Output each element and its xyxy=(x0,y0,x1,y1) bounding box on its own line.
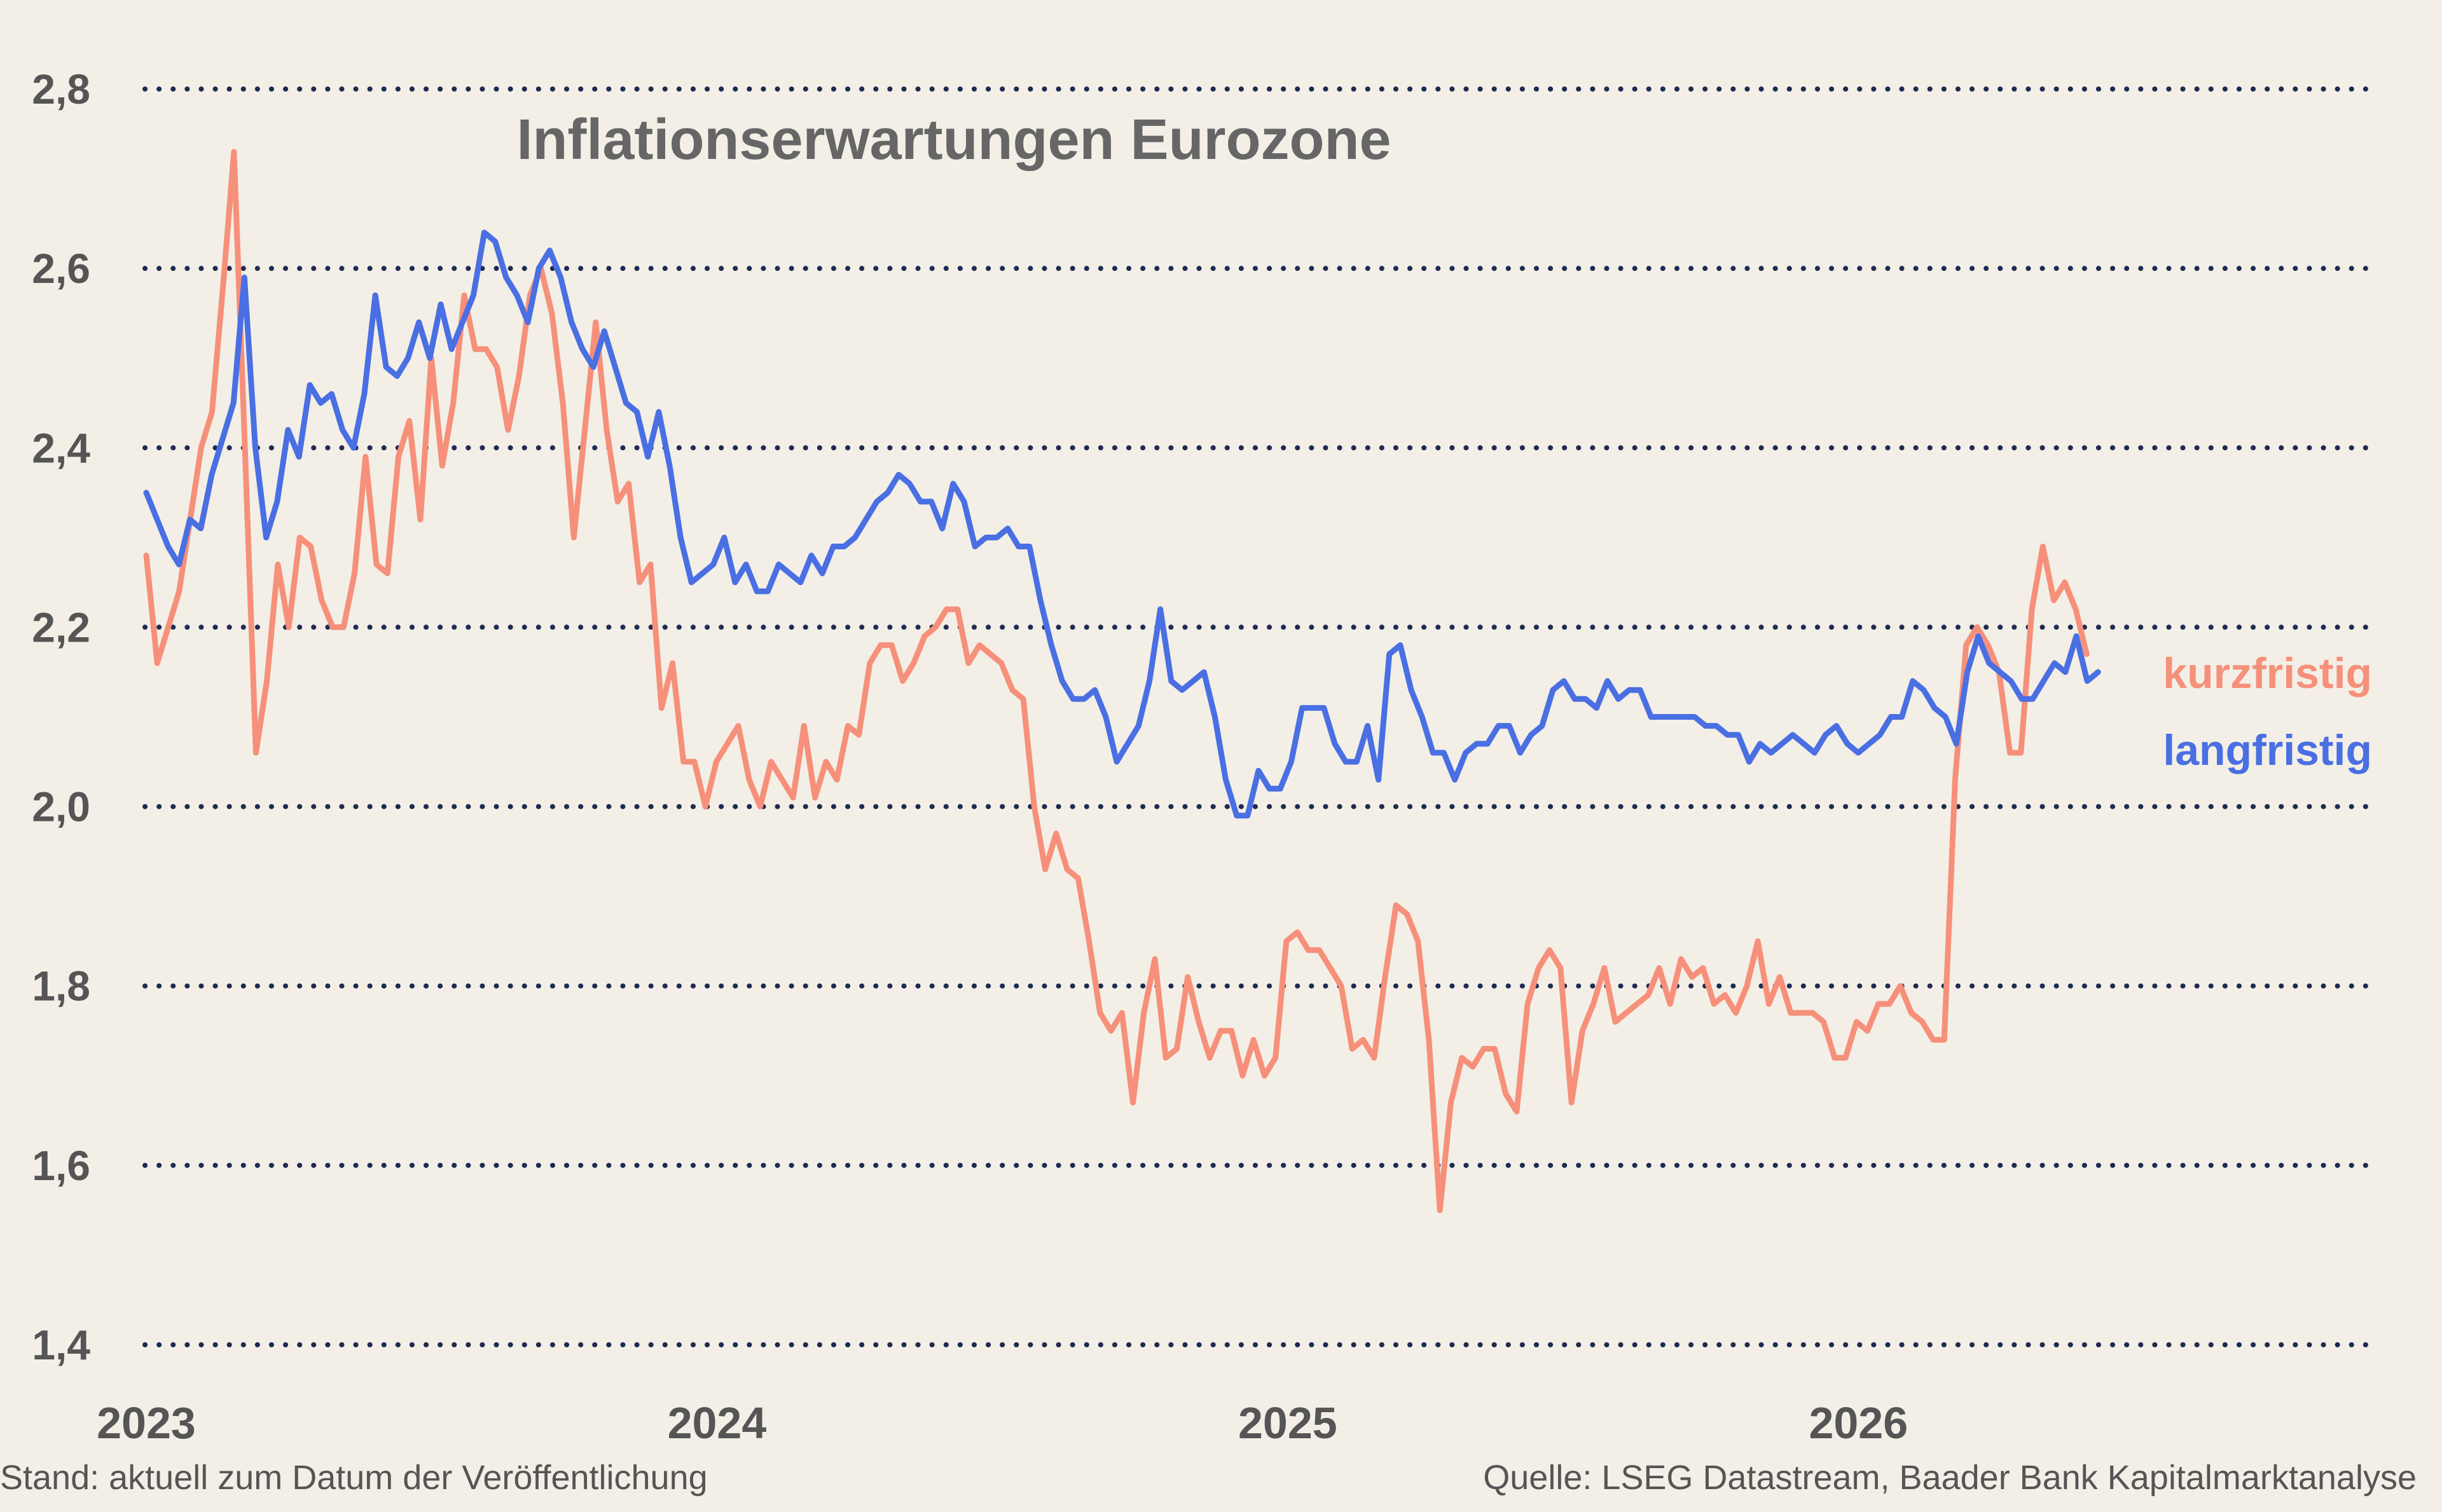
chart-title: Inflationserwartungen Eurozone xyxy=(516,108,1391,172)
series-line-langfristig xyxy=(143,230,2101,819)
x-tick-label: 2023 xyxy=(97,1398,196,1448)
series-lines xyxy=(143,149,2101,1213)
legend-langfristig: langfristig xyxy=(2163,726,2372,774)
y-tick-label: 2,2 xyxy=(32,603,90,650)
y-tick-label: 2,8 xyxy=(32,65,90,113)
gridlines xyxy=(142,86,2373,1347)
y-tick-label: 1,6 xyxy=(32,1142,90,1189)
y-tick-label: 2,4 xyxy=(32,424,90,471)
series-line-kurzfristig xyxy=(143,149,2090,1213)
y-tick-label: 2,0 xyxy=(32,783,90,830)
x-axis-ticks: 2023 2024 2025 2026 xyxy=(97,1398,1908,1448)
x-tick-label: 2025 xyxy=(1238,1398,1337,1448)
x-tick-label: 2026 xyxy=(1809,1398,1908,1448)
y-axis-ticks: 1,4 1,6 1,8 2,0 2,2 2,4 2,6 2,8 xyxy=(32,65,90,1368)
y-tick-label: 2,6 xyxy=(32,245,90,292)
y-tick-label: 1,8 xyxy=(32,963,90,1010)
y-tick-label: 1,4 xyxy=(32,1321,90,1368)
legend-kurzfristig: kurzfristig xyxy=(2163,649,2372,698)
x-tick-label: 2024 xyxy=(668,1398,767,1448)
footer-right: Quelle: LSEG Datastream, Baader Bank Kap… xyxy=(1483,1459,2417,1497)
footer-left: Stand: aktuell zum Datum der Veröffentli… xyxy=(0,1459,708,1497)
